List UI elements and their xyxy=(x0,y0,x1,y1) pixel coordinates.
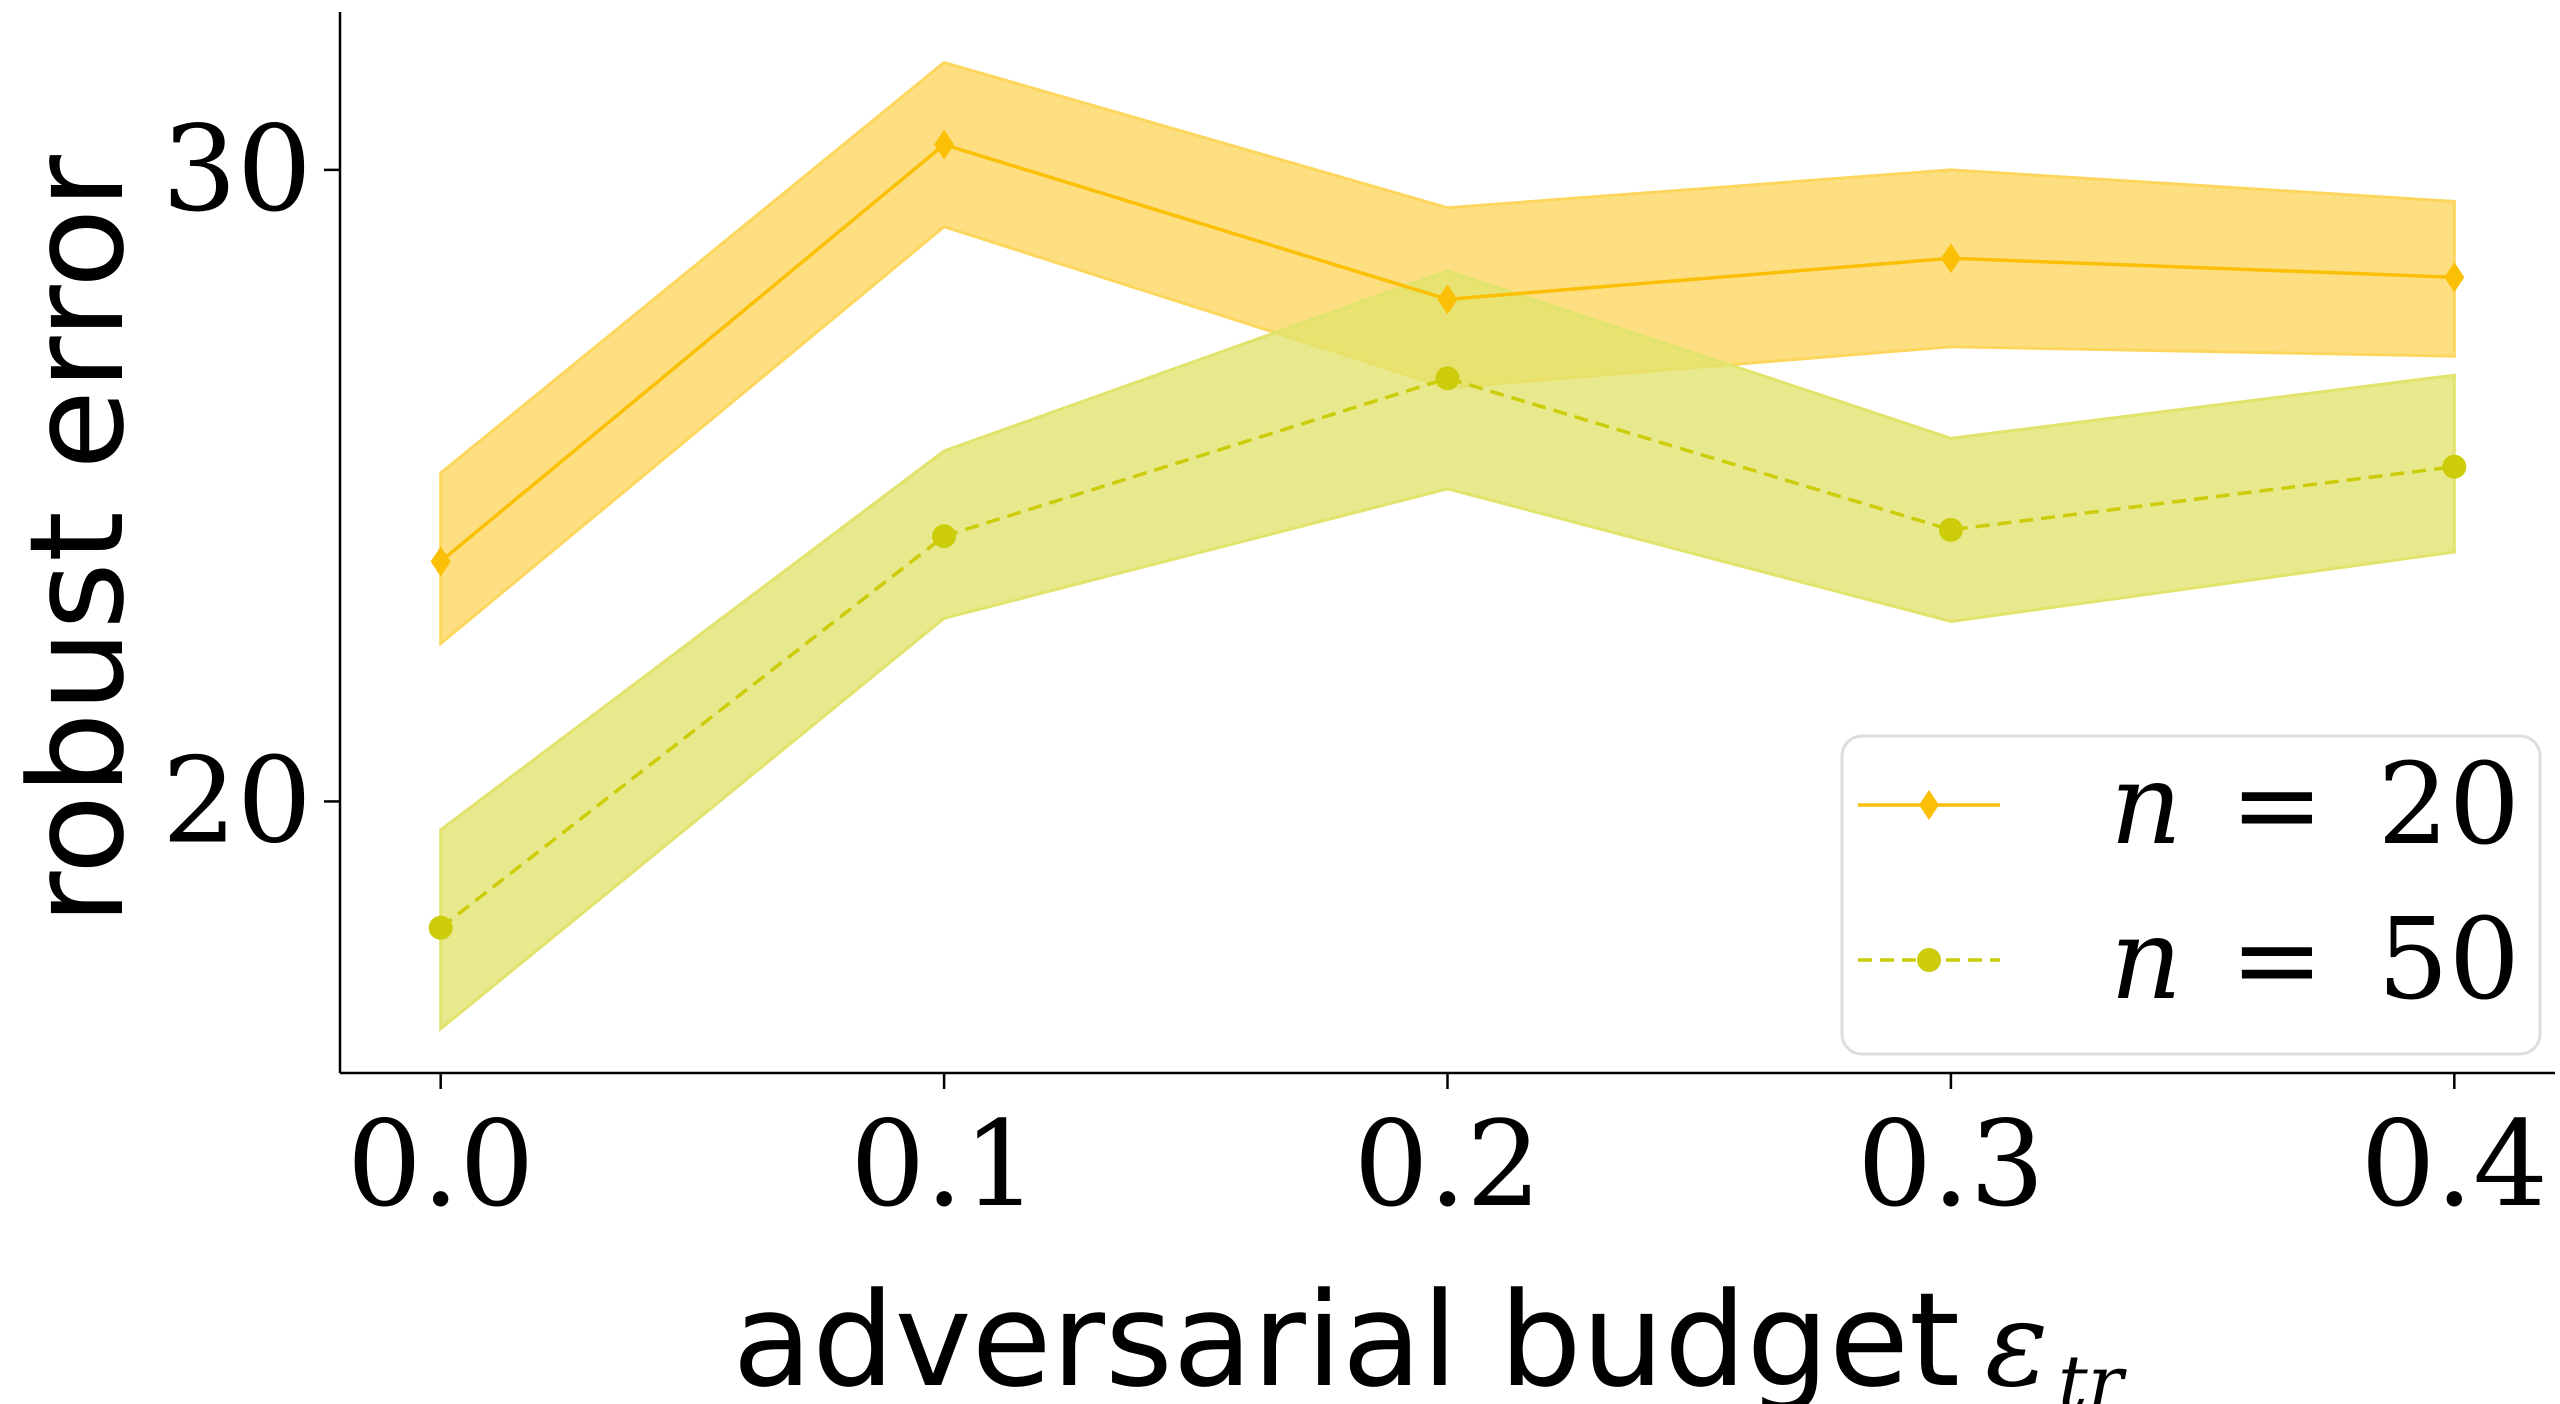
x-tick-label-2: 0.2 xyxy=(1354,1095,1542,1233)
point-series-1-2 xyxy=(1437,284,1458,315)
legend-val-2: 50 xyxy=(2377,895,2520,1025)
x-axis-title-symbol: ε xyxy=(1985,1275,2048,1404)
y-tick-label-0: 20 xyxy=(162,731,312,869)
confidence-bands xyxy=(439,60,2456,1032)
y-tick-label-1: 30 xyxy=(162,100,312,238)
x-tick-label-3: 0.3 xyxy=(1857,1095,2045,1233)
point-series-1-3 xyxy=(1940,243,1961,274)
point-series-1-4 xyxy=(2444,262,2465,293)
point-series-2-2 xyxy=(1435,366,1460,391)
point-series-2-3 xyxy=(1938,517,1963,542)
legend-var-1: n xyxy=(2110,740,2182,870)
x-tick-label-1: 0.1 xyxy=(850,1095,1038,1233)
legend: n = 20 n = 50 xyxy=(1840,734,2542,1056)
band-series-2 xyxy=(439,269,2456,1032)
point-series-2-1 xyxy=(932,524,957,549)
legend-eq-2: = xyxy=(2230,895,2324,1025)
legend-val-1: 20 xyxy=(2377,740,2520,870)
legend-box xyxy=(1840,734,2542,1056)
point-series-2-0 xyxy=(428,915,453,940)
y-axis-title: robust error xyxy=(1,155,153,925)
series-markers xyxy=(428,129,2467,940)
x-ticks: 0.0 0.1 0.2 0.3 0.4 xyxy=(347,1073,2548,1233)
point-series-2-4 xyxy=(2442,454,2467,479)
legend-var-2: n xyxy=(2110,895,2182,1025)
x-axis-title: adversarial budget xyxy=(732,1264,1960,1404)
legend-marker-1 xyxy=(1919,790,1939,820)
x-axis-title-subscript: tr xyxy=(2058,1340,2128,1404)
x-tick-label-4: 0.4 xyxy=(2360,1095,2548,1233)
line-series-2 xyxy=(439,376,2455,930)
x-tick-label-0: 0.0 xyxy=(347,1095,535,1233)
point-series-1-1 xyxy=(934,129,955,160)
legend-marker-2 xyxy=(1917,948,1941,972)
legend-eq-1: = xyxy=(2230,740,2324,870)
point-series-1-0 xyxy=(430,546,451,577)
